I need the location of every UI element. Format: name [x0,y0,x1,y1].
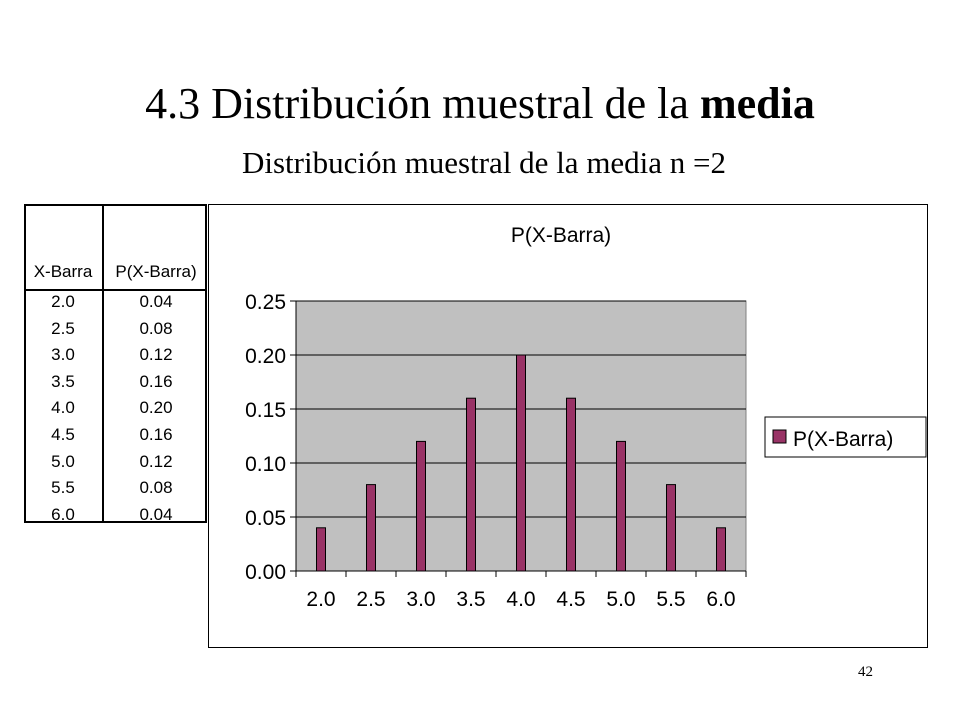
bar [666,484,676,572]
table-cell-x-barra: 2.5 [51,318,75,338]
x-tick-label: 5.5 [656,588,685,611]
table-cell-x-barra: 4.5 [51,425,75,444]
table-cell-probability: 0.08 [139,478,173,498]
bar [466,397,476,572]
table-cell-x-barra: 2.0 [51,292,75,311]
table-header-p-x-barra: P(X-Barra) [115,262,197,281]
slide-title-bold: media [699,79,815,128]
chart-title: P(X-Barra) [511,224,611,247]
table-cell-probability: 0.04 [139,504,173,524]
table-cell-probability: 0.08 [139,318,173,338]
chart-area: P(X-Barra) 0.00 0.05 0.10 0.15 0.20 0.25 2.0 2.5… [208,204,928,648]
x-tick-label: 6.0 [706,588,735,611]
bar [566,397,576,572]
table-cell-probability: 0.12 [139,451,173,471]
x-tick-label: 4.0 [506,588,535,611]
y-tick-label: 0.25 [245,291,286,314]
table-column-divider [102,206,104,521]
table-cell-x-barra: 5.5 [51,478,75,498]
x-tick-label: 3.0 [406,588,435,611]
table-cell-x-barra: 4.0 [51,398,75,418]
x-tick-label: 4.5 [556,588,585,611]
slide-subtitle: Distribución muestral de la media n =2 [241,145,727,180]
table-cell-probability: 0.12 [139,345,173,365]
y-tick-label: 0.15 [245,399,286,422]
bar [366,484,376,572]
table-cell-x-barra: 5.0 [51,451,75,471]
bar [616,440,626,572]
table-cell-probability: 0.20 [139,398,173,418]
legend-label: P(X-Barra) [793,428,893,451]
table-cell-x-barra: 3.5 [51,371,75,391]
x-tick-label: 2.5 [356,588,385,611]
table-cell-x-barra: 6.0 [51,504,75,524]
slide-title: 4.3 Distribución muestral de la media [0,78,960,129]
slide-title-text: 4.3 Distribución muestral de la [145,79,700,128]
x-tick-label: 5.0 [606,588,635,611]
data-table: X-Barra P(X-Barra) 2.0 0.04 2.5 0.08 3.0 0.12… [24,204,207,524]
table-cell-probability: 0.16 [139,371,173,391]
legend-swatch [772,429,787,444]
table-header-divider [26,289,205,291]
table-header-x-barra: X-Barra [33,262,93,281]
table-cell-probability: 0.16 [139,425,173,444]
bar [716,527,726,572]
table-cell-x-barra: 3.0 [51,345,75,365]
bar-chart: P(X-Barra) 0.00 0.05 0.10 0.15 0.20 0.25 2.0 2.5… [245,224,927,611]
y-tick-label: 0.10 [245,453,286,476]
table-cell-probability: 0.04 [139,292,173,311]
legend-box [764,416,927,458]
bar [316,527,326,572]
y-tick-label: 0.00 [245,561,286,584]
page-number: 42 [858,664,873,680]
bar [416,440,426,572]
bar [516,354,526,572]
y-tick-label: 0.20 [245,345,286,368]
x-tick-label: 2.0 [306,588,335,611]
y-tick-label: 0.05 [245,507,286,530]
x-tick-label: 3.5 [456,588,485,611]
